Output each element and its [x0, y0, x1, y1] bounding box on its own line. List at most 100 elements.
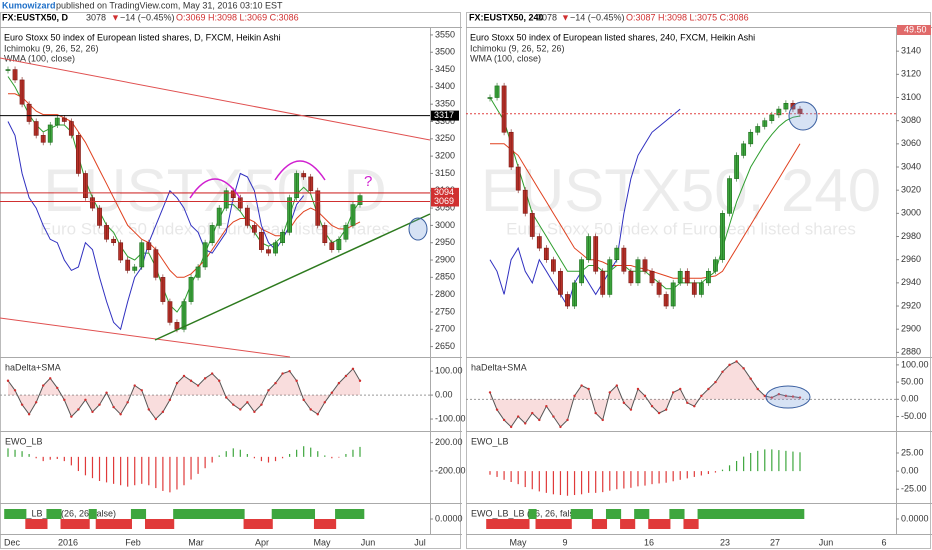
hadelta-dot [49, 377, 52, 380]
hadelta-dot [323, 401, 326, 404]
price-tick-label: 2960 [901, 254, 921, 264]
signal-bar [187, 509, 196, 519]
signal-bar [356, 509, 365, 519]
signal-bar [18, 509, 27, 519]
hadelta-dot [295, 379, 298, 382]
signal-bar [152, 519, 161, 529]
hadelta-dot [502, 418, 506, 422]
ewo-bar [637, 471, 639, 487]
hadelta-dot [175, 381, 179, 385]
signal-bar [655, 519, 664, 529]
pane-label: haDelta+SMA [471, 362, 527, 372]
signal-bar [725, 509, 734, 519]
price-tick-label: 3000 [901, 208, 921, 218]
pane-tick-label: -50.00 [901, 411, 927, 421]
ewo-bar [538, 471, 540, 492]
ewo-bar [211, 456, 213, 463]
price-tick-label: 2940 [901, 277, 921, 287]
pane-tick-label: 0.0000 [901, 513, 929, 523]
signal-bar [11, 509, 20, 519]
signal-bar [605, 509, 615, 519]
signal-bar [201, 509, 210, 519]
chart-title: Euro Stoxx 50 index of European listed s… [4, 32, 281, 42]
ewo-bar [296, 449, 298, 457]
signal-bar [102, 519, 111, 529]
ewo-bar [267, 456, 270, 463]
signal-bar [535, 519, 544, 529]
price-tick-label: 2750 [435, 306, 455, 316]
hadelta-dot [735, 360, 738, 363]
signal-bar [563, 519, 572, 529]
ewo-bar [771, 449, 773, 472]
ewo-bar [792, 451, 794, 472]
hadelta-dot [552, 415, 555, 418]
ewo-bar [503, 471, 505, 480]
pane-tick-label: 0.00 [435, 389, 453, 399]
hadelta-dot [798, 396, 802, 399]
signal-bar [542, 519, 551, 529]
x-tick-label: Jun [361, 537, 376, 547]
symbol-last: 3078 [537, 12, 557, 22]
ewo-bar [510, 471, 512, 482]
x-tick-label: Feb [125, 537, 141, 547]
ewo-bar [225, 451, 227, 457]
signal-bar [486, 519, 495, 529]
x-tick-label: 9 [562, 537, 567, 547]
hadelta-dot [707, 387, 710, 391]
signal-bar [662, 519, 671, 529]
symbol-symbol: FX:EUSTX50, D [2, 12, 69, 22]
ewo-bar [750, 453, 752, 472]
price-tag-label: 3094 [434, 187, 454, 197]
author[interactable]: Kumowizard [2, 0, 56, 10]
hadelta-dot [246, 401, 249, 404]
hadelta-dot [112, 405, 115, 409]
hadelta-dot [20, 403, 24, 406]
signal-bar [507, 519, 516, 529]
x-tick-label: Jul [414, 537, 426, 547]
signal-bar [222, 509, 231, 519]
chart-title: Euro Stoxx 50 index of European listed s… [470, 32, 755, 42]
hadelta-dot [763, 394, 766, 398]
hadelta-dot [615, 384, 619, 387]
ewo-bar [253, 456, 255, 459]
ewo-bar [70, 456, 72, 466]
ewo-bar [630, 471, 632, 488]
ewo-bar [239, 449, 241, 457]
price-tick-label: 3120 [901, 69, 921, 79]
signal-bar [669, 509, 678, 519]
hadelta-dot [657, 411, 661, 415]
signal-bar [528, 509, 537, 519]
ewo-bar [721, 469, 724, 472]
watermark: EUSTX50, 240 [481, 157, 881, 224]
hadelta-dot [203, 377, 207, 380]
ewo-bar [566, 471, 569, 496]
signal-bar [180, 509, 189, 519]
price-tick-label: 3100 [901, 92, 921, 102]
ewo-bar [56, 456, 58, 459]
ewo-bar [14, 449, 16, 457]
signal-bar [88, 509, 97, 519]
hadelta-dot [664, 408, 668, 411]
signal-bar [342, 509, 351, 519]
annotation-shape [189, 178, 241, 199]
price-tick-label: 3250 [435, 133, 455, 143]
hadelta-dot [42, 384, 45, 387]
price-tick-label: 2800 [435, 289, 455, 299]
hadelta-dot [56, 386, 59, 390]
hadelta-dot [756, 387, 759, 391]
pane-tick-label: 25.00 [901, 447, 924, 457]
ewo-bar [496, 471, 498, 477]
price-tick-label: 3400 [435, 81, 455, 91]
ewo-bar [489, 471, 491, 475]
ewo-bar [352, 449, 354, 457]
price-tick-label: 3000 [435, 220, 455, 230]
ewo-bar [686, 471, 688, 479]
signal-bar [549, 519, 558, 529]
ewo-bar [693, 471, 695, 477]
ewo-bar [616, 471, 618, 490]
x-tick-label: Dec [4, 537, 21, 547]
hadelta-dot [488, 391, 492, 394]
x-tick-label: Apr [255, 537, 269, 547]
ewo-bar [162, 456, 164, 491]
